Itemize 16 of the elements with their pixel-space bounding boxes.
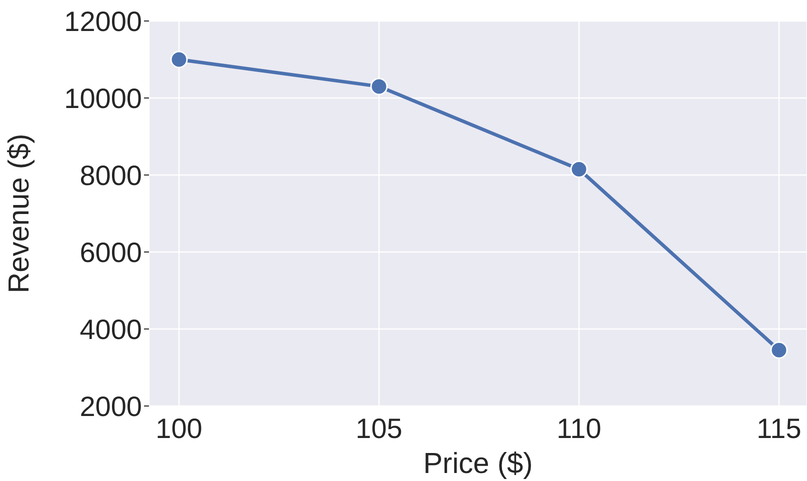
x-tick-label: 105 xyxy=(356,412,402,444)
point xyxy=(370,78,388,96)
y-tick-label: 8000 xyxy=(80,160,142,191)
x-tick-label: 110 xyxy=(556,412,602,444)
y-axis-title: Revenue ($) xyxy=(3,134,36,294)
y-tick-label: 10000 xyxy=(64,82,142,114)
point xyxy=(770,341,788,359)
x-tick-label: 115 xyxy=(756,412,802,444)
x-tick-label: 100 xyxy=(156,412,202,444)
point xyxy=(170,50,188,68)
y-tick-label: 4000 xyxy=(80,314,142,345)
y-tick-label: 6000 xyxy=(80,236,142,268)
x-axis-title: Price ($) xyxy=(423,448,533,480)
y-tick-label: 2000 xyxy=(80,390,142,422)
y-tick-label: 12000 xyxy=(64,6,142,37)
point xyxy=(570,160,588,178)
